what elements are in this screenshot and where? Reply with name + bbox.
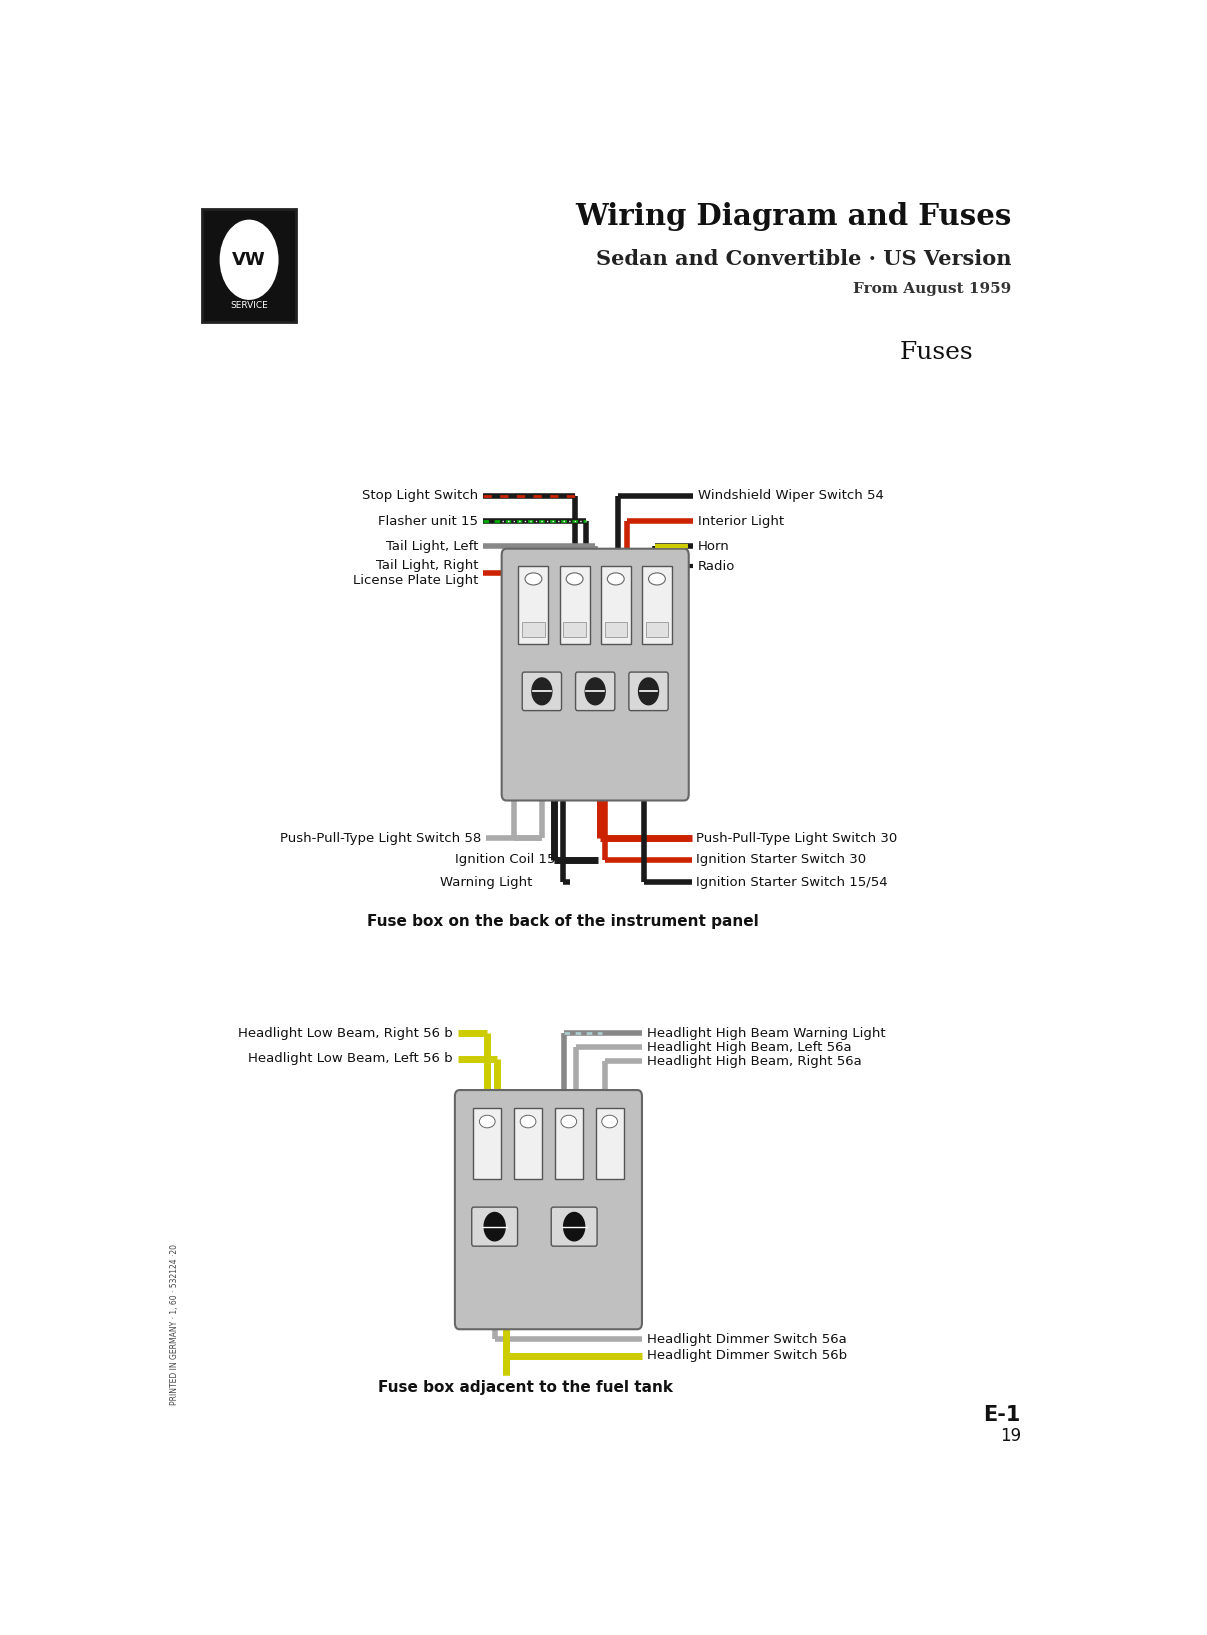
FancyBboxPatch shape bbox=[564, 621, 585, 636]
FancyBboxPatch shape bbox=[595, 1107, 624, 1179]
Text: Wiring Diagram and Fuses: Wiring Diagram and Fuses bbox=[575, 203, 1011, 232]
Ellipse shape bbox=[479, 1115, 495, 1128]
FancyBboxPatch shape bbox=[629, 672, 669, 711]
Ellipse shape bbox=[648, 572, 665, 585]
FancyBboxPatch shape bbox=[203, 209, 296, 322]
Text: Push-Pull-Type Light Switch 58: Push-Pull-Type Light Switch 58 bbox=[280, 832, 482, 845]
FancyBboxPatch shape bbox=[555, 1107, 583, 1179]
FancyBboxPatch shape bbox=[473, 1107, 501, 1179]
FancyBboxPatch shape bbox=[552, 1207, 597, 1246]
Text: Headlight Dimmer Switch 56b: Headlight Dimmer Switch 56b bbox=[647, 1349, 847, 1362]
Text: E-1: E-1 bbox=[984, 1404, 1021, 1424]
Ellipse shape bbox=[602, 1115, 618, 1128]
Text: Radio: Radio bbox=[698, 559, 735, 572]
Text: Headlight Dimmer Switch 56a: Headlight Dimmer Switch 56a bbox=[647, 1333, 846, 1346]
Text: Tail Light, Left: Tail Light, Left bbox=[386, 540, 478, 553]
FancyBboxPatch shape bbox=[646, 621, 669, 636]
Text: Sedan and Convertible · US Version: Sedan and Convertible · US Version bbox=[596, 249, 1011, 270]
Circle shape bbox=[639, 679, 659, 705]
Text: Headlight High Beam Warning Light: Headlight High Beam Warning Light bbox=[647, 1027, 885, 1040]
Text: Interior Light: Interior Light bbox=[698, 515, 785, 528]
Ellipse shape bbox=[561, 1115, 577, 1128]
FancyBboxPatch shape bbox=[523, 621, 544, 636]
FancyBboxPatch shape bbox=[455, 1091, 642, 1329]
Text: Horn: Horn bbox=[698, 540, 730, 553]
Ellipse shape bbox=[520, 1115, 536, 1128]
FancyBboxPatch shape bbox=[576, 672, 614, 711]
FancyBboxPatch shape bbox=[601, 566, 631, 644]
Text: Push-Pull-Type Light Switch 30: Push-Pull-Type Light Switch 30 bbox=[696, 832, 898, 845]
Text: Ignition Starter Switch 15/54: Ignition Starter Switch 15/54 bbox=[696, 876, 888, 889]
Text: Warning Light: Warning Light bbox=[441, 876, 532, 889]
Text: Headlight High Beam, Right 56a: Headlight High Beam, Right 56a bbox=[647, 1055, 862, 1068]
Text: Fuses: Fuses bbox=[900, 342, 973, 365]
Text: Fuse box adjacent to the fuel tank: Fuse box adjacent to the fuel tank bbox=[378, 1380, 672, 1395]
Text: PRINTED IN GERMANY · 1, 60 · 532124 ·20: PRINTED IN GERMANY · 1, 60 · 532124 ·20 bbox=[170, 1244, 179, 1404]
Text: 19: 19 bbox=[999, 1427, 1021, 1445]
Text: Ignition Coil 15: Ignition Coil 15 bbox=[455, 853, 556, 867]
Circle shape bbox=[484, 1213, 506, 1241]
Text: VW: VW bbox=[232, 250, 266, 268]
FancyBboxPatch shape bbox=[642, 566, 672, 644]
Text: Flasher unit 15: Flasher unit 15 bbox=[378, 515, 478, 528]
FancyBboxPatch shape bbox=[514, 1107, 542, 1179]
FancyBboxPatch shape bbox=[502, 549, 689, 801]
FancyBboxPatch shape bbox=[472, 1207, 518, 1246]
Ellipse shape bbox=[607, 572, 624, 585]
Text: Headlight Low Beam, Left 56 b: Headlight Low Beam, Left 56 b bbox=[249, 1051, 453, 1064]
Text: Fuse box on the back of the instrument panel: Fuse box on the back of the instrument p… bbox=[367, 914, 758, 929]
Ellipse shape bbox=[525, 572, 542, 585]
Circle shape bbox=[218, 217, 280, 301]
Text: Headlight High Beam, Left 56a: Headlight High Beam, Left 56a bbox=[647, 1041, 851, 1053]
Circle shape bbox=[564, 1213, 584, 1241]
Text: From August 1959: From August 1959 bbox=[853, 281, 1011, 296]
FancyBboxPatch shape bbox=[523, 672, 561, 711]
Text: Tail Light, Right: Tail Light, Right bbox=[375, 559, 478, 572]
Ellipse shape bbox=[566, 572, 583, 585]
Text: Stop Light Switch: Stop Light Switch bbox=[362, 489, 478, 502]
FancyBboxPatch shape bbox=[519, 566, 548, 644]
Circle shape bbox=[532, 679, 552, 705]
Text: Headlight Low Beam, Right 56 b: Headlight Low Beam, Right 56 b bbox=[238, 1027, 453, 1040]
Text: License Plate Light: License Plate Light bbox=[352, 574, 478, 587]
FancyBboxPatch shape bbox=[560, 566, 589, 644]
Circle shape bbox=[585, 679, 605, 705]
Text: Ignition Starter Switch 30: Ignition Starter Switch 30 bbox=[696, 853, 867, 867]
Text: SERVICE: SERVICE bbox=[231, 301, 268, 309]
Text: Windshield Wiper Switch 54: Windshield Wiper Switch 54 bbox=[698, 489, 884, 502]
FancyBboxPatch shape bbox=[605, 621, 626, 636]
